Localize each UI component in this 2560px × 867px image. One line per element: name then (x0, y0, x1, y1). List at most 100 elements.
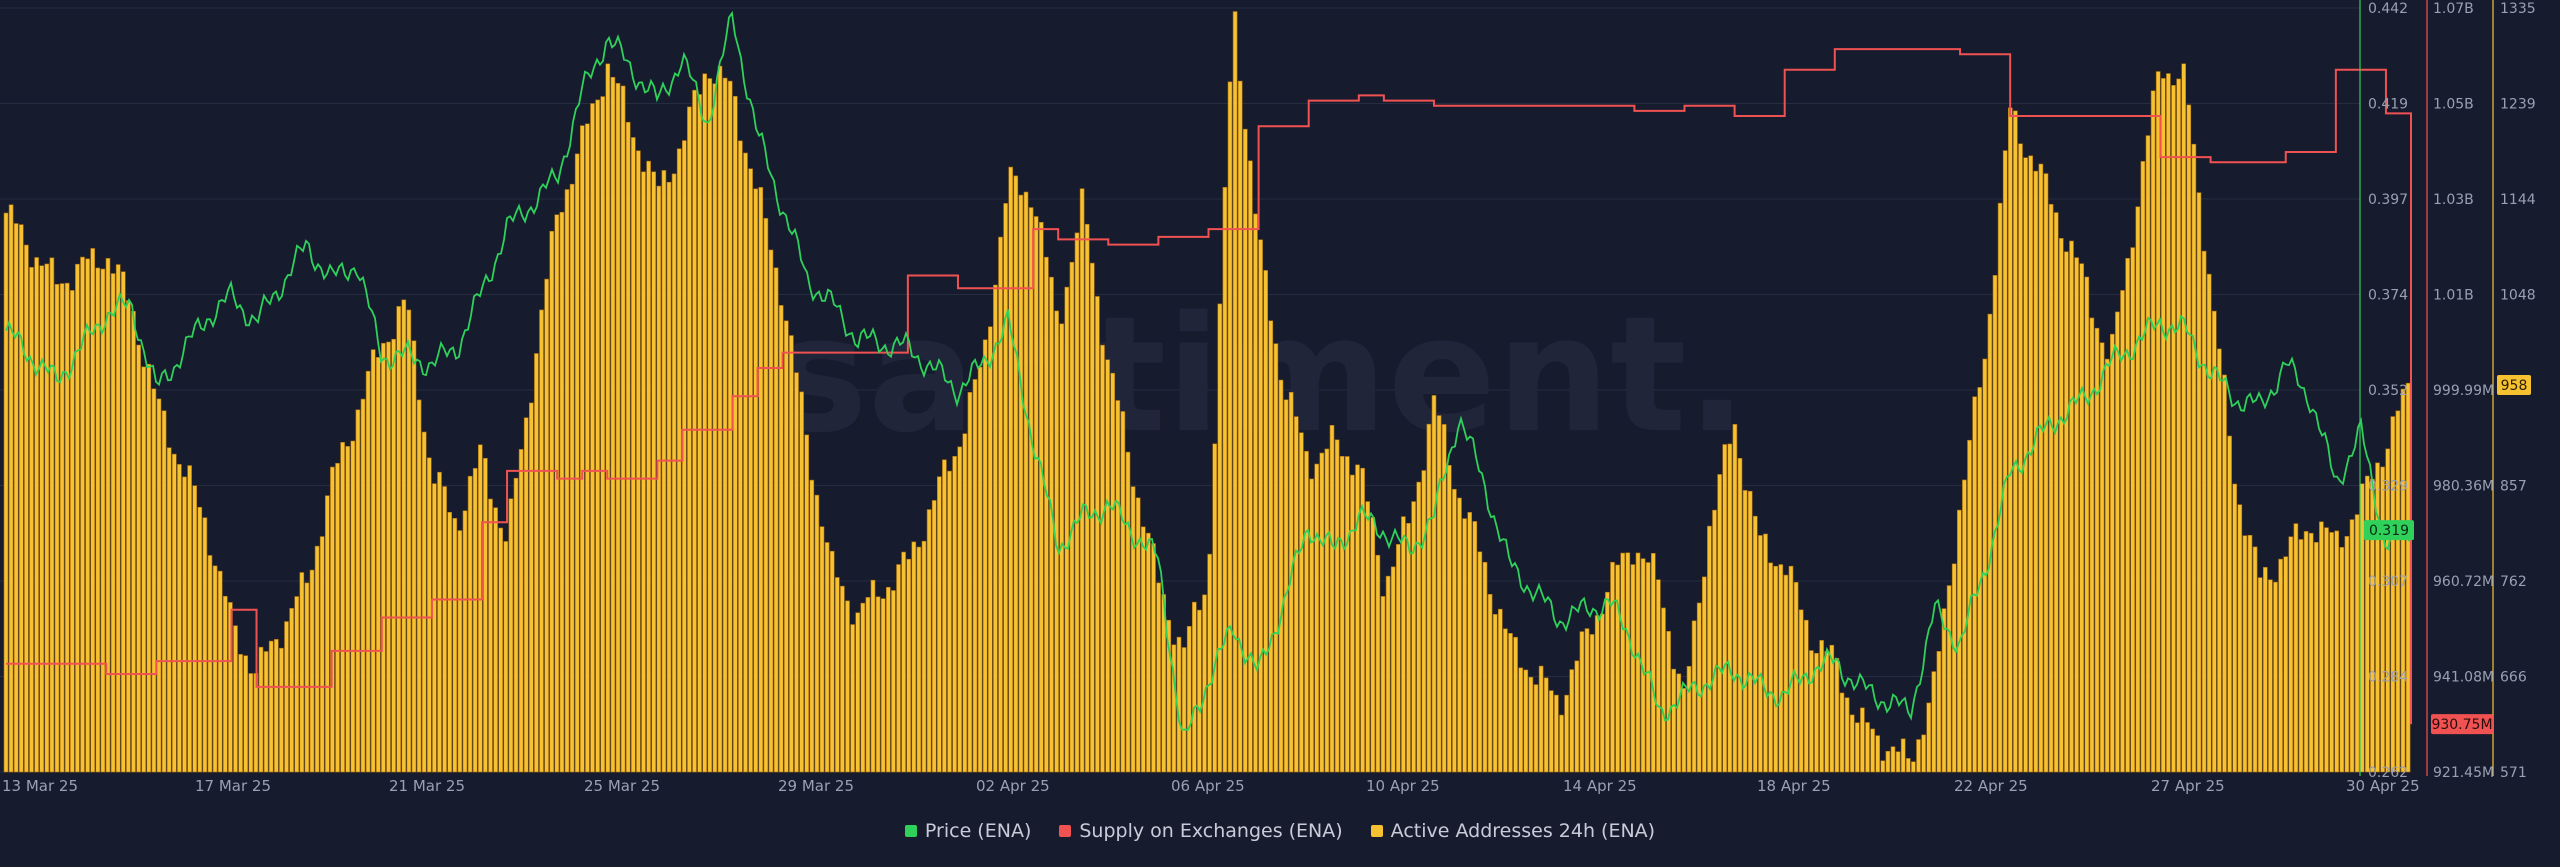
active-address-bar (1630, 564, 1636, 773)
active-address-bar (1737, 458, 1743, 773)
x-axis-tick-label: 21 Mar 25 (389, 777, 465, 795)
active-address-bar (1166, 619, 1172, 773)
active-address-bar (630, 137, 636, 773)
active-address-bar (1023, 191, 1029, 773)
active-address-bar (1421, 470, 1427, 773)
legend-swatch-active (1370, 825, 1383, 837)
active-address-bar (1946, 585, 1952, 773)
active-address-bar (1181, 647, 1187, 773)
active-address-bar (2222, 374, 2227, 773)
active-address-bar (1217, 303, 1223, 773)
active-address-bar (2079, 263, 2084, 773)
active-address-bar (2059, 238, 2064, 773)
active-address-bar (29, 267, 34, 773)
active-address-bar (692, 89, 697, 773)
active-address-bar (896, 564, 901, 773)
active-address-bar (284, 621, 289, 773)
active-address-bar (381, 342, 386, 773)
active-address-bar (1253, 213, 1258, 773)
active-address-bar (1370, 517, 1376, 773)
active-address-bar (901, 551, 906, 773)
active-address-bar (1681, 688, 1687, 773)
active-address-bar (1635, 552, 1641, 773)
active-address-bar (1600, 613, 1605, 773)
legend: Price (ENA) Supply on Exchanges (ENA) Ac… (0, 820, 2560, 842)
price-axis-tick: 0.352 (2368, 383, 2408, 399)
active-address-bar (1528, 676, 1534, 773)
active-address-bar (2161, 78, 2166, 773)
active-address-bar (1441, 424, 1447, 773)
active-address-bar (1763, 533, 1768, 773)
supply-axis-tick: 999.99M (2433, 383, 2494, 399)
active-address-bar (977, 366, 983, 773)
active-address-bar (146, 363, 152, 773)
active-address-bar (1503, 628, 1508, 773)
active-address-bar (345, 446, 351, 773)
active-address-bar (1671, 668, 1676, 773)
active-address-bar (1141, 526, 1146, 773)
active-address-bar (1243, 128, 1248, 773)
active-address-bar (1171, 644, 1177, 773)
active-address-bar (717, 65, 723, 773)
active-address-bar (549, 230, 555, 773)
active-address-bar (90, 248, 95, 773)
active-address-bar (2324, 527, 2329, 773)
active-address-bar (1890, 746, 1896, 773)
legend-item-supply[interactable]: Supply on Exchanges (ENA) (1059, 820, 1343, 842)
active-address-bar (1508, 633, 1513, 773)
active-address-bar (916, 546, 922, 773)
active-address-bar (411, 340, 417, 773)
active-address-bar (1768, 562, 1773, 773)
legend-item-active[interactable]: Active Addresses 24h (ENA) (1370, 820, 1655, 842)
active-address-bar (1865, 722, 1870, 773)
active-axis-tick: 1239 (2500, 97, 2536, 113)
active-address-bar (2314, 542, 2319, 773)
active-address-bar (1350, 474, 1355, 773)
price-line-group (5, 10, 2410, 731)
active-address-bar (702, 73, 708, 773)
active-address-bar (2329, 532, 2334, 773)
active-address-bar (44, 263, 50, 773)
active-address-bar (972, 379, 978, 773)
active-address-bar (1227, 81, 1233, 773)
active-address-bar (2212, 310, 2217, 773)
active-address-bar (1880, 760, 1886, 773)
active-address-bar (1033, 216, 1039, 773)
active-address-bar (1594, 615, 1600, 773)
active-address-bar (1732, 424, 1738, 773)
active-address-bar (1334, 439, 1340, 773)
active-address-bar (819, 526, 825, 773)
x-axis-tick-label: 02 Apr 25 (976, 777, 1050, 795)
active-address-bar (1396, 544, 1401, 773)
active-address-bar (1482, 561, 1488, 773)
active-address-bar (1467, 512, 1472, 773)
active-address-bar (498, 527, 504, 773)
active-address-bar (141, 366, 146, 773)
active-address-bar (957, 446, 963, 773)
legend-swatch-price (904, 825, 917, 837)
legend-item-price[interactable]: Price (ENA) (904, 820, 1031, 842)
active-address-bar (1559, 714, 1564, 773)
active-address-bar (1079, 188, 1085, 773)
active-address-bar (2038, 163, 2044, 773)
price-axis-tick: 0.262 (2368, 765, 2408, 781)
active-address-bar (1202, 594, 1207, 773)
active-address-bar (651, 171, 657, 773)
active-address-bar (615, 83, 621, 773)
active-address-bar (243, 655, 248, 773)
active-address-bar (661, 170, 667, 773)
active-address-bar (870, 579, 876, 773)
active-address-bar (207, 555, 213, 773)
active-address-bar (564, 189, 570, 773)
active-address-bar (1589, 634, 1595, 773)
active-address-bar (70, 290, 75, 773)
active-address-bar (268, 640, 274, 773)
active-address-bar (64, 282, 70, 773)
active-address-bar (1773, 565, 1778, 773)
active-address-bar (452, 518, 458, 773)
active-address-bar (574, 153, 580, 773)
active-address-bar (2002, 150, 2008, 773)
active-address-bar (778, 305, 784, 773)
